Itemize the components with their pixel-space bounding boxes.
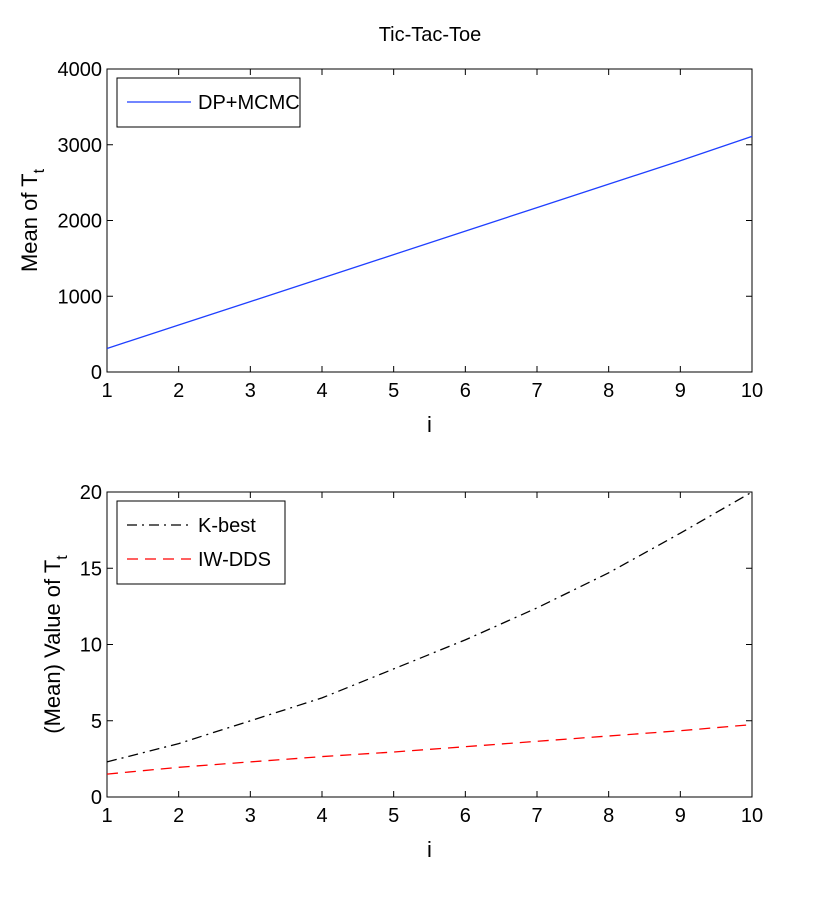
x-tick-label: 10 <box>741 380 763 402</box>
x-tick-label: 4 <box>316 805 327 827</box>
chart-mean-value-tt: 1 2 3 4 5 6 7 8 9 10 0 5 10 15 20 i (Mean) Value of Tt K-… <box>40 482 763 862</box>
y-tick-label: 1000 <box>58 286 103 308</box>
x-tick-label: 9 <box>675 380 686 402</box>
y-tick-label: 5 <box>91 711 102 733</box>
y-tick-label: 4000 <box>58 59 103 81</box>
x-tick-label: 8 <box>603 805 614 827</box>
chart-mean-tt: 1 2 3 4 5 6 7 8 9 10 0 1000 2000 3000 4000 i Mean of Tt D… <box>17 59 763 437</box>
x-tick-label: 2 <box>173 805 184 827</box>
series-line-dp-mcmc <box>106 135 753 350</box>
y-tick-label: 0 <box>91 787 102 809</box>
x-axis-label: i <box>427 837 432 862</box>
y-axis-label-main: (Mean) Value of T <box>40 560 65 734</box>
x-tick-label: 2 <box>173 380 184 402</box>
y-tick-label: 3000 <box>58 135 103 157</box>
x-tick-label: 1 <box>101 380 112 402</box>
x-tick-label: 9 <box>675 805 686 827</box>
x-tick-label: 3 <box>245 805 256 827</box>
x-tick-label: 4 <box>316 380 327 402</box>
legend-box <box>116 500 286 585</box>
y-axis-label: Mean of Tt <box>17 168 48 272</box>
y-axis-label-subscript: t <box>31 168 48 173</box>
series-line-k-best <box>106 491 753 763</box>
y-tick-label: 20 <box>80 482 102 504</box>
legend-label: IW-DDS <box>198 549 271 571</box>
figure-title: Tic-Tac-Toe <box>379 24 482 46</box>
y-tick-label: 10 <box>80 635 102 657</box>
y-tick-label: 0 <box>91 362 102 384</box>
x-tick-label: 5 <box>388 805 399 827</box>
series-line-iw-dds <box>106 723 753 775</box>
y-axis-label-main: Mean of T <box>17 173 42 272</box>
y-tick-label: 2000 <box>58 211 103 233</box>
y-axis-label: (Mean) Value of Tt <box>40 555 71 734</box>
x-tick-label: 1 <box>101 805 112 827</box>
x-axis-label: i <box>427 412 432 437</box>
y-axis-label-subscript: t <box>54 555 71 560</box>
y-tick-label: 15 <box>80 558 102 580</box>
x-tick-label: 10 <box>741 805 763 827</box>
x-tick-label: 6 <box>460 380 471 402</box>
x-tick-label: 3 <box>245 380 256 402</box>
legend-label: K-best <box>198 515 256 537</box>
legend-label: DP+MCMC <box>198 92 300 114</box>
x-tick-label: 5 <box>388 380 399 402</box>
x-tick-label: 8 <box>603 380 614 402</box>
x-tick-label: 6 <box>460 805 471 827</box>
x-tick-label: 7 <box>531 805 542 827</box>
x-tick-label: 7 <box>531 380 542 402</box>
